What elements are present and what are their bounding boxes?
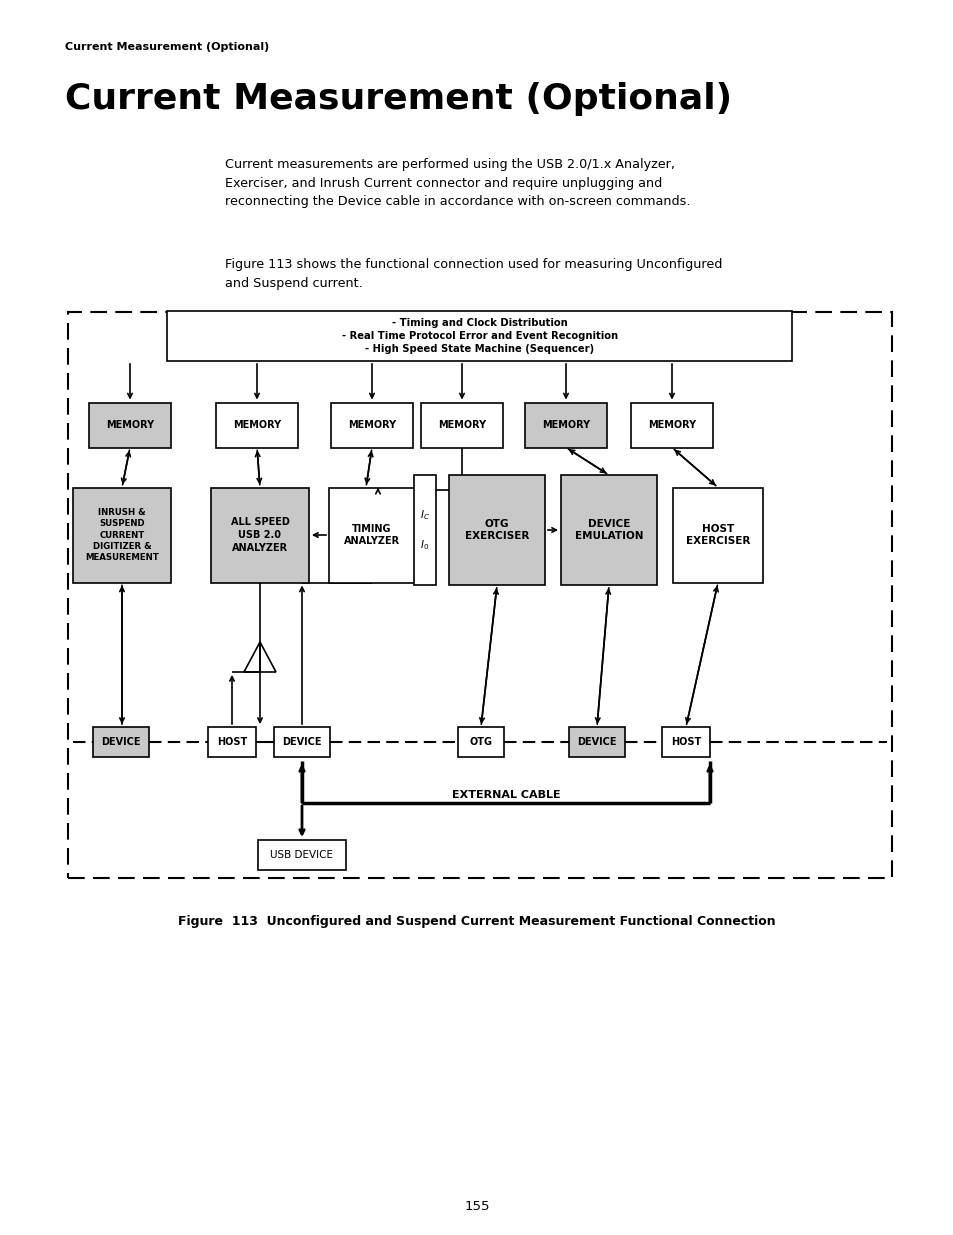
Bar	[89, 403, 171, 447]
Text: Current Measurement (Optional): Current Measurement (Optional)	[65, 82, 731, 116]
Bar	[274, 727, 330, 757]
Text: INRUSH &
SUSPEND
CURRENT
DIGITIZER &
MEASUREMENT: INRUSH & SUSPEND CURRENT DIGITIZER & MEA…	[85, 508, 159, 562]
Bar	[92, 727, 149, 757]
Text: $I_C$: $I_C$	[419, 508, 430, 522]
Bar	[168, 311, 792, 361]
Bar	[568, 727, 624, 757]
Text: OTG: OTG	[469, 737, 492, 747]
Text: HOST: HOST	[216, 737, 247, 747]
Text: DEVICE: DEVICE	[282, 737, 321, 747]
Bar	[331, 403, 413, 447]
Bar	[420, 403, 502, 447]
Bar	[672, 488, 762, 583]
Bar	[449, 475, 544, 585]
Text: TIMING
ANALYZER: TIMING ANALYZER	[344, 524, 399, 546]
Text: HOST: HOST	[670, 737, 700, 747]
Text: Figure 113 shows the functional connection used for measuring Unconfigured
and S: Figure 113 shows the functional connecti…	[225, 258, 721, 289]
Text: Current Measurement (Optional): Current Measurement (Optional)	[65, 42, 269, 52]
Bar	[257, 840, 346, 869]
Bar	[215, 403, 297, 447]
Text: OTG
EXERCISER: OTG EXERCISER	[464, 519, 529, 541]
Bar	[524, 403, 606, 447]
Text: DEVICE: DEVICE	[101, 737, 141, 747]
Text: ALL SPEED
USB 2.0
ANALYZER: ALL SPEED USB 2.0 ANALYZER	[231, 517, 289, 553]
Text: DEVICE
EMULATION: DEVICE EMULATION	[574, 519, 642, 541]
Bar	[414, 475, 436, 585]
Bar	[73, 488, 171, 583]
Text: DEVICE: DEVICE	[577, 737, 616, 747]
Text: Current measurements are performed using the USB 2.0/1.x Analyzer,
Exerciser, an: Current measurements are performed using…	[225, 158, 690, 207]
Bar	[560, 475, 657, 585]
Bar	[661, 727, 709, 757]
Text: Figure  113  Unconfigured and Suspend Current Measurement Functional Connection: Figure 113 Unconfigured and Suspend Curr…	[178, 915, 775, 927]
Text: 155: 155	[464, 1200, 489, 1213]
Text: MEMORY: MEMORY	[106, 420, 153, 430]
Text: MEMORY: MEMORY	[348, 420, 395, 430]
Bar	[68, 312, 891, 878]
Bar	[208, 727, 255, 757]
Text: USB DEVICE: USB DEVICE	[271, 850, 334, 860]
Text: - Timing and Clock Distribution
- Real Time Protocol Error and Event Recognition: - Timing and Clock Distribution - Real T…	[341, 319, 618, 353]
Bar	[211, 488, 309, 583]
Text: MEMORY: MEMORY	[541, 420, 590, 430]
Bar	[457, 727, 503, 757]
Text: MEMORY: MEMORY	[437, 420, 485, 430]
Bar	[630, 403, 712, 447]
Bar	[329, 488, 415, 583]
Text: EXTERNAL CABLE: EXTERNAL CABLE	[451, 790, 559, 800]
Text: HOST
EXERCISER: HOST EXERCISER	[685, 524, 749, 546]
Text: MEMORY: MEMORY	[233, 420, 281, 430]
Text: MEMORY: MEMORY	[647, 420, 696, 430]
Text: $I_0$: $I_0$	[420, 538, 429, 552]
